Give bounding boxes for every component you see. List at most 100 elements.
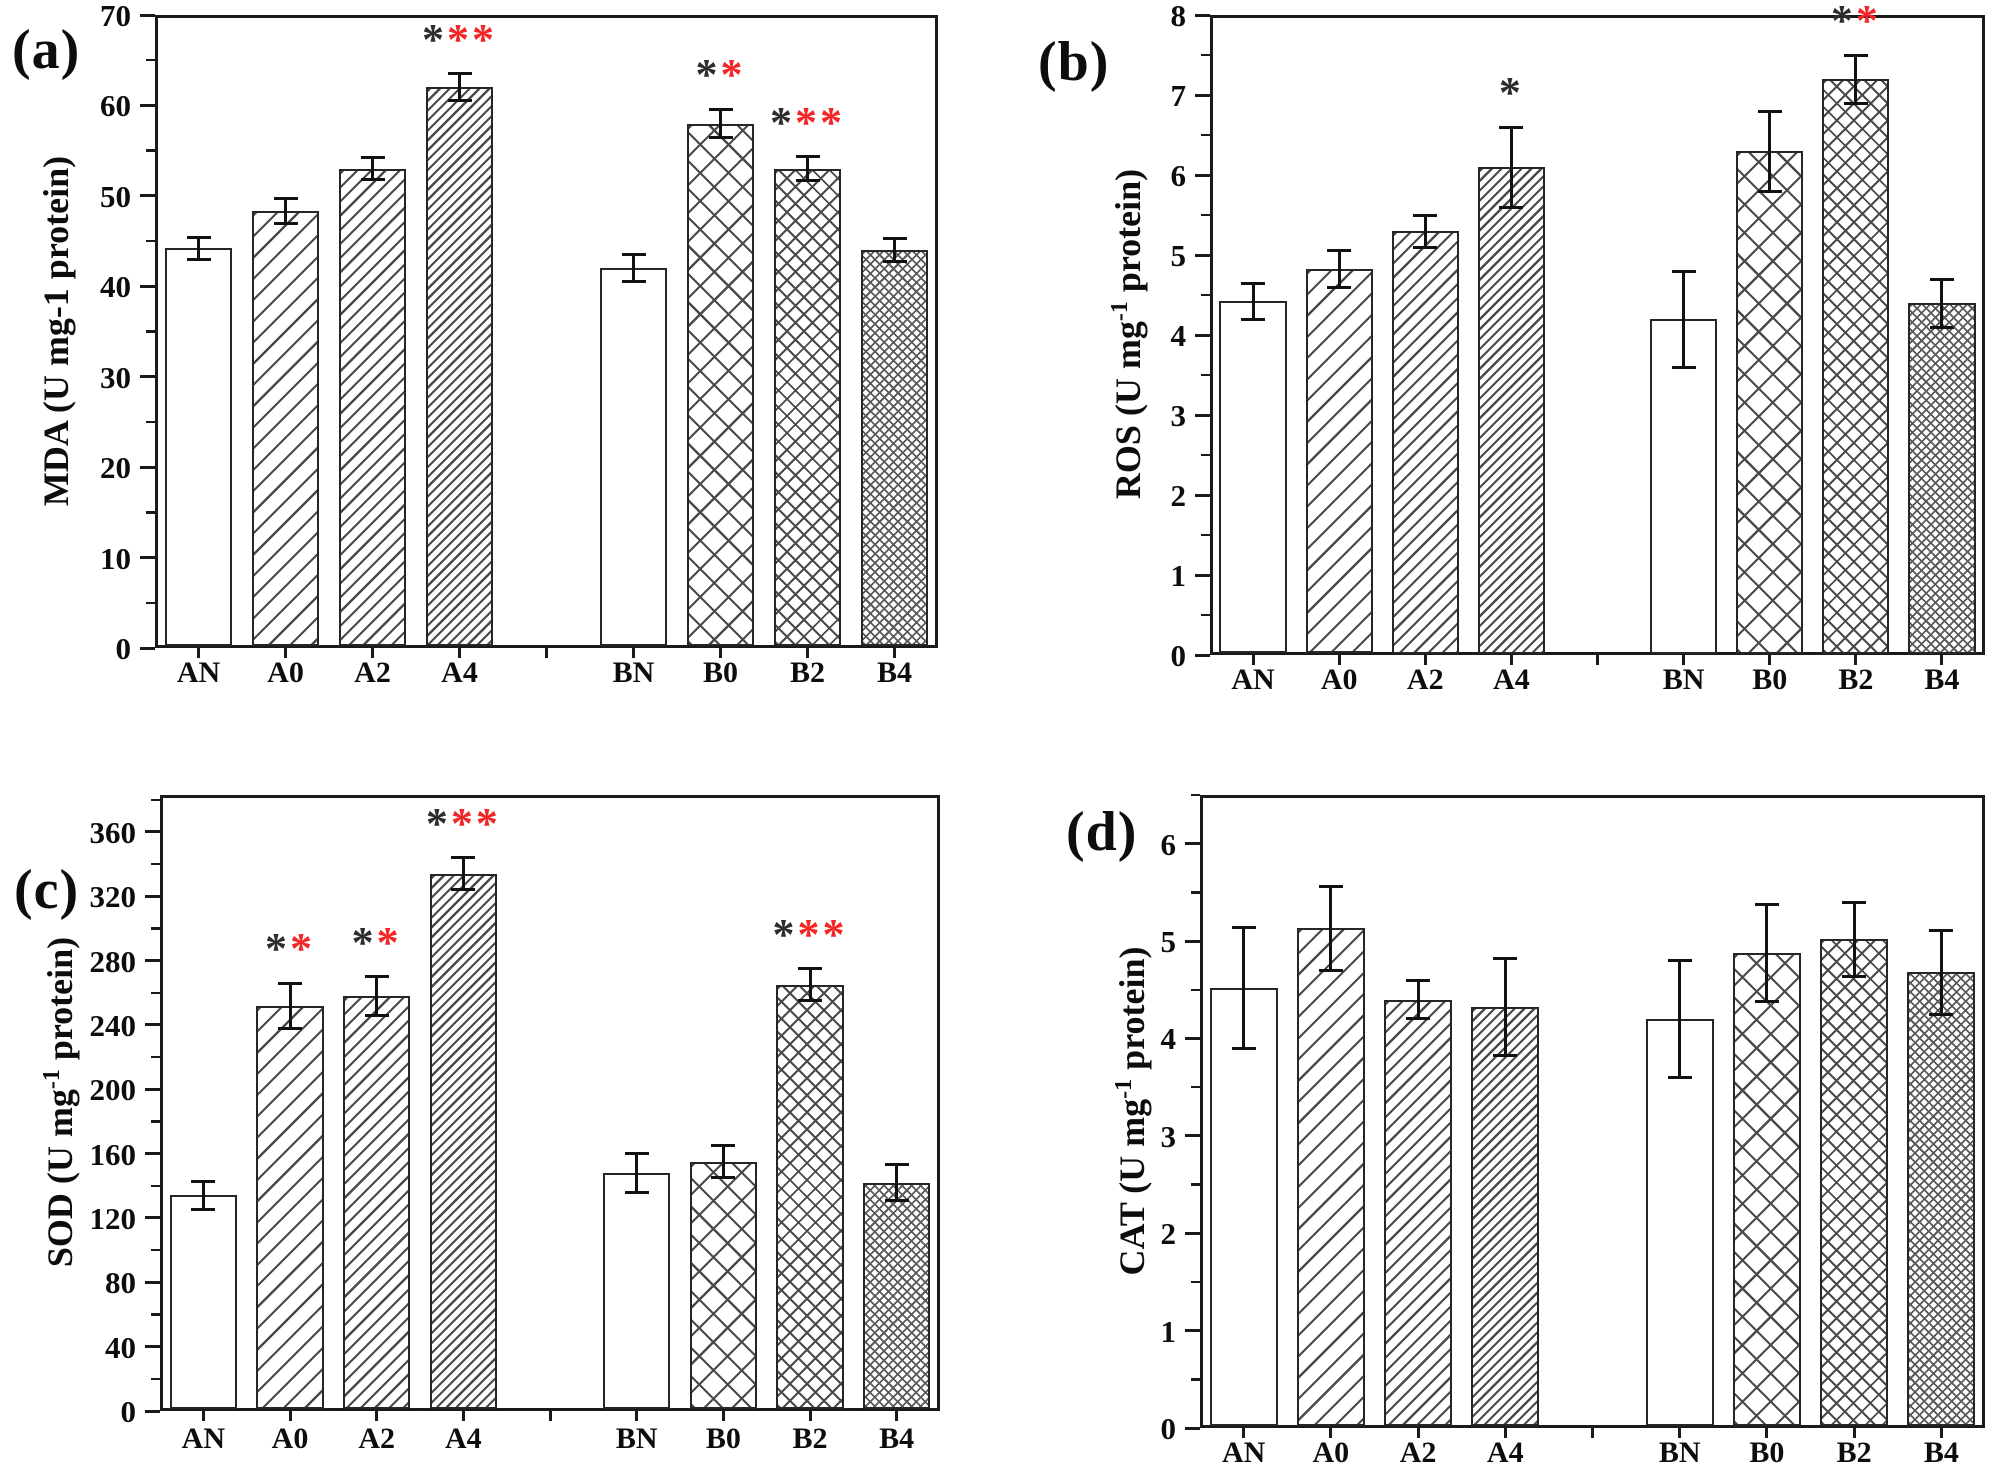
error-bar-cap-bottom	[621, 280, 646, 284]
x-tick	[1940, 655, 1944, 665]
y-tick	[1195, 253, 1210, 257]
error-bar-cap-top	[451, 856, 476, 860]
error-bar-cap-bottom	[186, 257, 211, 261]
y-tick-label: 50	[100, 178, 131, 214]
x-tick-label-b4: B4	[876, 656, 912, 689]
sig-star-black: *	[1498, 68, 1524, 117]
error-bar	[375, 976, 379, 1016]
y-minor-tick	[151, 1377, 160, 1381]
x-tick	[895, 1411, 899, 1421]
y-tick-label: 0	[1170, 638, 1187, 673]
y-minor-tick	[1201, 293, 1210, 297]
error-bar	[458, 73, 461, 101]
sig-star-red: **	[797, 909, 848, 959]
y-tick	[1195, 13, 1210, 17]
y-minor-tick	[146, 601, 155, 605]
x-tick-label-a2: A2	[358, 1422, 395, 1455]
bar-a4	[429, 873, 498, 1410]
x-tick	[1337, 655, 1341, 665]
x-tick-label-an: AN	[1221, 1436, 1266, 1469]
sig-marker: **	[696, 53, 746, 97]
x-tick	[288, 1411, 292, 1421]
y-tick-label: 6	[1160, 826, 1177, 862]
error-bar-cap-top	[191, 1179, 216, 1183]
y-tick	[145, 959, 160, 963]
x-tick-label-bn: BN	[615, 1422, 658, 1455]
x-tick	[284, 648, 287, 658]
y-tick	[140, 465, 155, 469]
bar-bn	[602, 1172, 671, 1410]
bar-a2	[338, 168, 407, 647]
error-bar	[806, 156, 809, 181]
x-tick	[635, 1411, 639, 1421]
bar-a2	[1384, 999, 1453, 1427]
x-tick-label-a4: A4	[1486, 1436, 1524, 1469]
y-tick	[145, 1345, 160, 1349]
bar-a0	[1305, 268, 1373, 654]
x-tick	[371, 648, 374, 658]
sig-star-red: *	[290, 924, 315, 974]
x-tick	[548, 1411, 552, 1421]
error-bar-cap-top	[795, 155, 820, 159]
y-tick	[140, 13, 155, 17]
error-bar	[1337, 250, 1341, 287]
panel-label: (b)	[1038, 31, 1110, 93]
y-tick-label: 240	[89, 1007, 137, 1043]
y-minor-tick	[1191, 988, 1200, 992]
y-minor-tick	[146, 239, 155, 243]
y-tick-label: 160	[89, 1136, 137, 1172]
error-bar-cap-bottom	[191, 1208, 216, 1212]
error-bar-cap-top	[1667, 959, 1692, 963]
y-tick	[145, 894, 160, 898]
error-bar-cap-bottom	[1327, 285, 1352, 289]
y-tick	[140, 103, 155, 107]
x-tick-label-a2: A2	[354, 656, 391, 689]
panel-label: (a)	[12, 19, 81, 81]
bar-b4	[860, 250, 929, 647]
y-minor-tick	[1201, 613, 1210, 617]
x-tick	[1765, 1428, 1769, 1438]
bar-b0	[686, 123, 755, 647]
sig-marker: ***	[773, 909, 848, 959]
sig-star-black: *	[695, 50, 721, 100]
bar-bn	[1645, 1018, 1714, 1427]
y-tick	[145, 1409, 160, 1413]
sig-star-black: *	[770, 97, 795, 147]
error-bar-cap-top	[624, 1152, 649, 1156]
y-minor-tick	[1201, 533, 1210, 537]
y-tick-label: 30	[100, 359, 131, 395]
error-bar-cap-bottom	[1241, 317, 1266, 321]
bar-a0	[256, 1005, 324, 1410]
error-bar-cap-bottom	[1671, 365, 1696, 369]
x-tick-label-a2: A2	[1399, 1436, 1437, 1469]
bar-b4	[1908, 303, 1976, 654]
x-tick	[461, 1411, 465, 1421]
x-tick	[1591, 1428, 1594, 1438]
error-bar-cap-bottom	[1929, 325, 1954, 329]
error-bar-cap-bottom	[1754, 999, 1779, 1003]
error-bar-cap-bottom	[447, 99, 472, 103]
y-minor-tick	[151, 927, 160, 930]
error-bar-cap-bottom	[882, 260, 907, 264]
bar-b2	[1822, 79, 1890, 654]
y-tick-label: 8	[1170, 0, 1187, 33]
y-tick-label: 280	[89, 943, 137, 979]
x-tick	[1423, 655, 1427, 665]
y-tick	[145, 1216, 160, 1220]
error-bar	[1423, 215, 1427, 247]
y-tick	[1185, 1036, 1200, 1040]
error-bar-cap-bottom	[1413, 245, 1438, 249]
y-tick	[145, 830, 160, 834]
y-tick-label: 40	[105, 1329, 136, 1365]
error-bar	[632, 254, 635, 282]
error-bar-cap-top	[711, 1144, 736, 1148]
y-tick-label: 3	[1160, 1118, 1177, 1154]
x-tick-label-a0: A0	[271, 1422, 309, 1455]
error-bar-cap-top	[1241, 282, 1266, 286]
x-tick	[1852, 1428, 1856, 1438]
sig-star-black: *	[265, 924, 290, 974]
error-bar	[1678, 960, 1682, 1078]
sig-star-red: *	[1855, 0, 1881, 45]
y-tick	[1185, 1426, 1200, 1430]
